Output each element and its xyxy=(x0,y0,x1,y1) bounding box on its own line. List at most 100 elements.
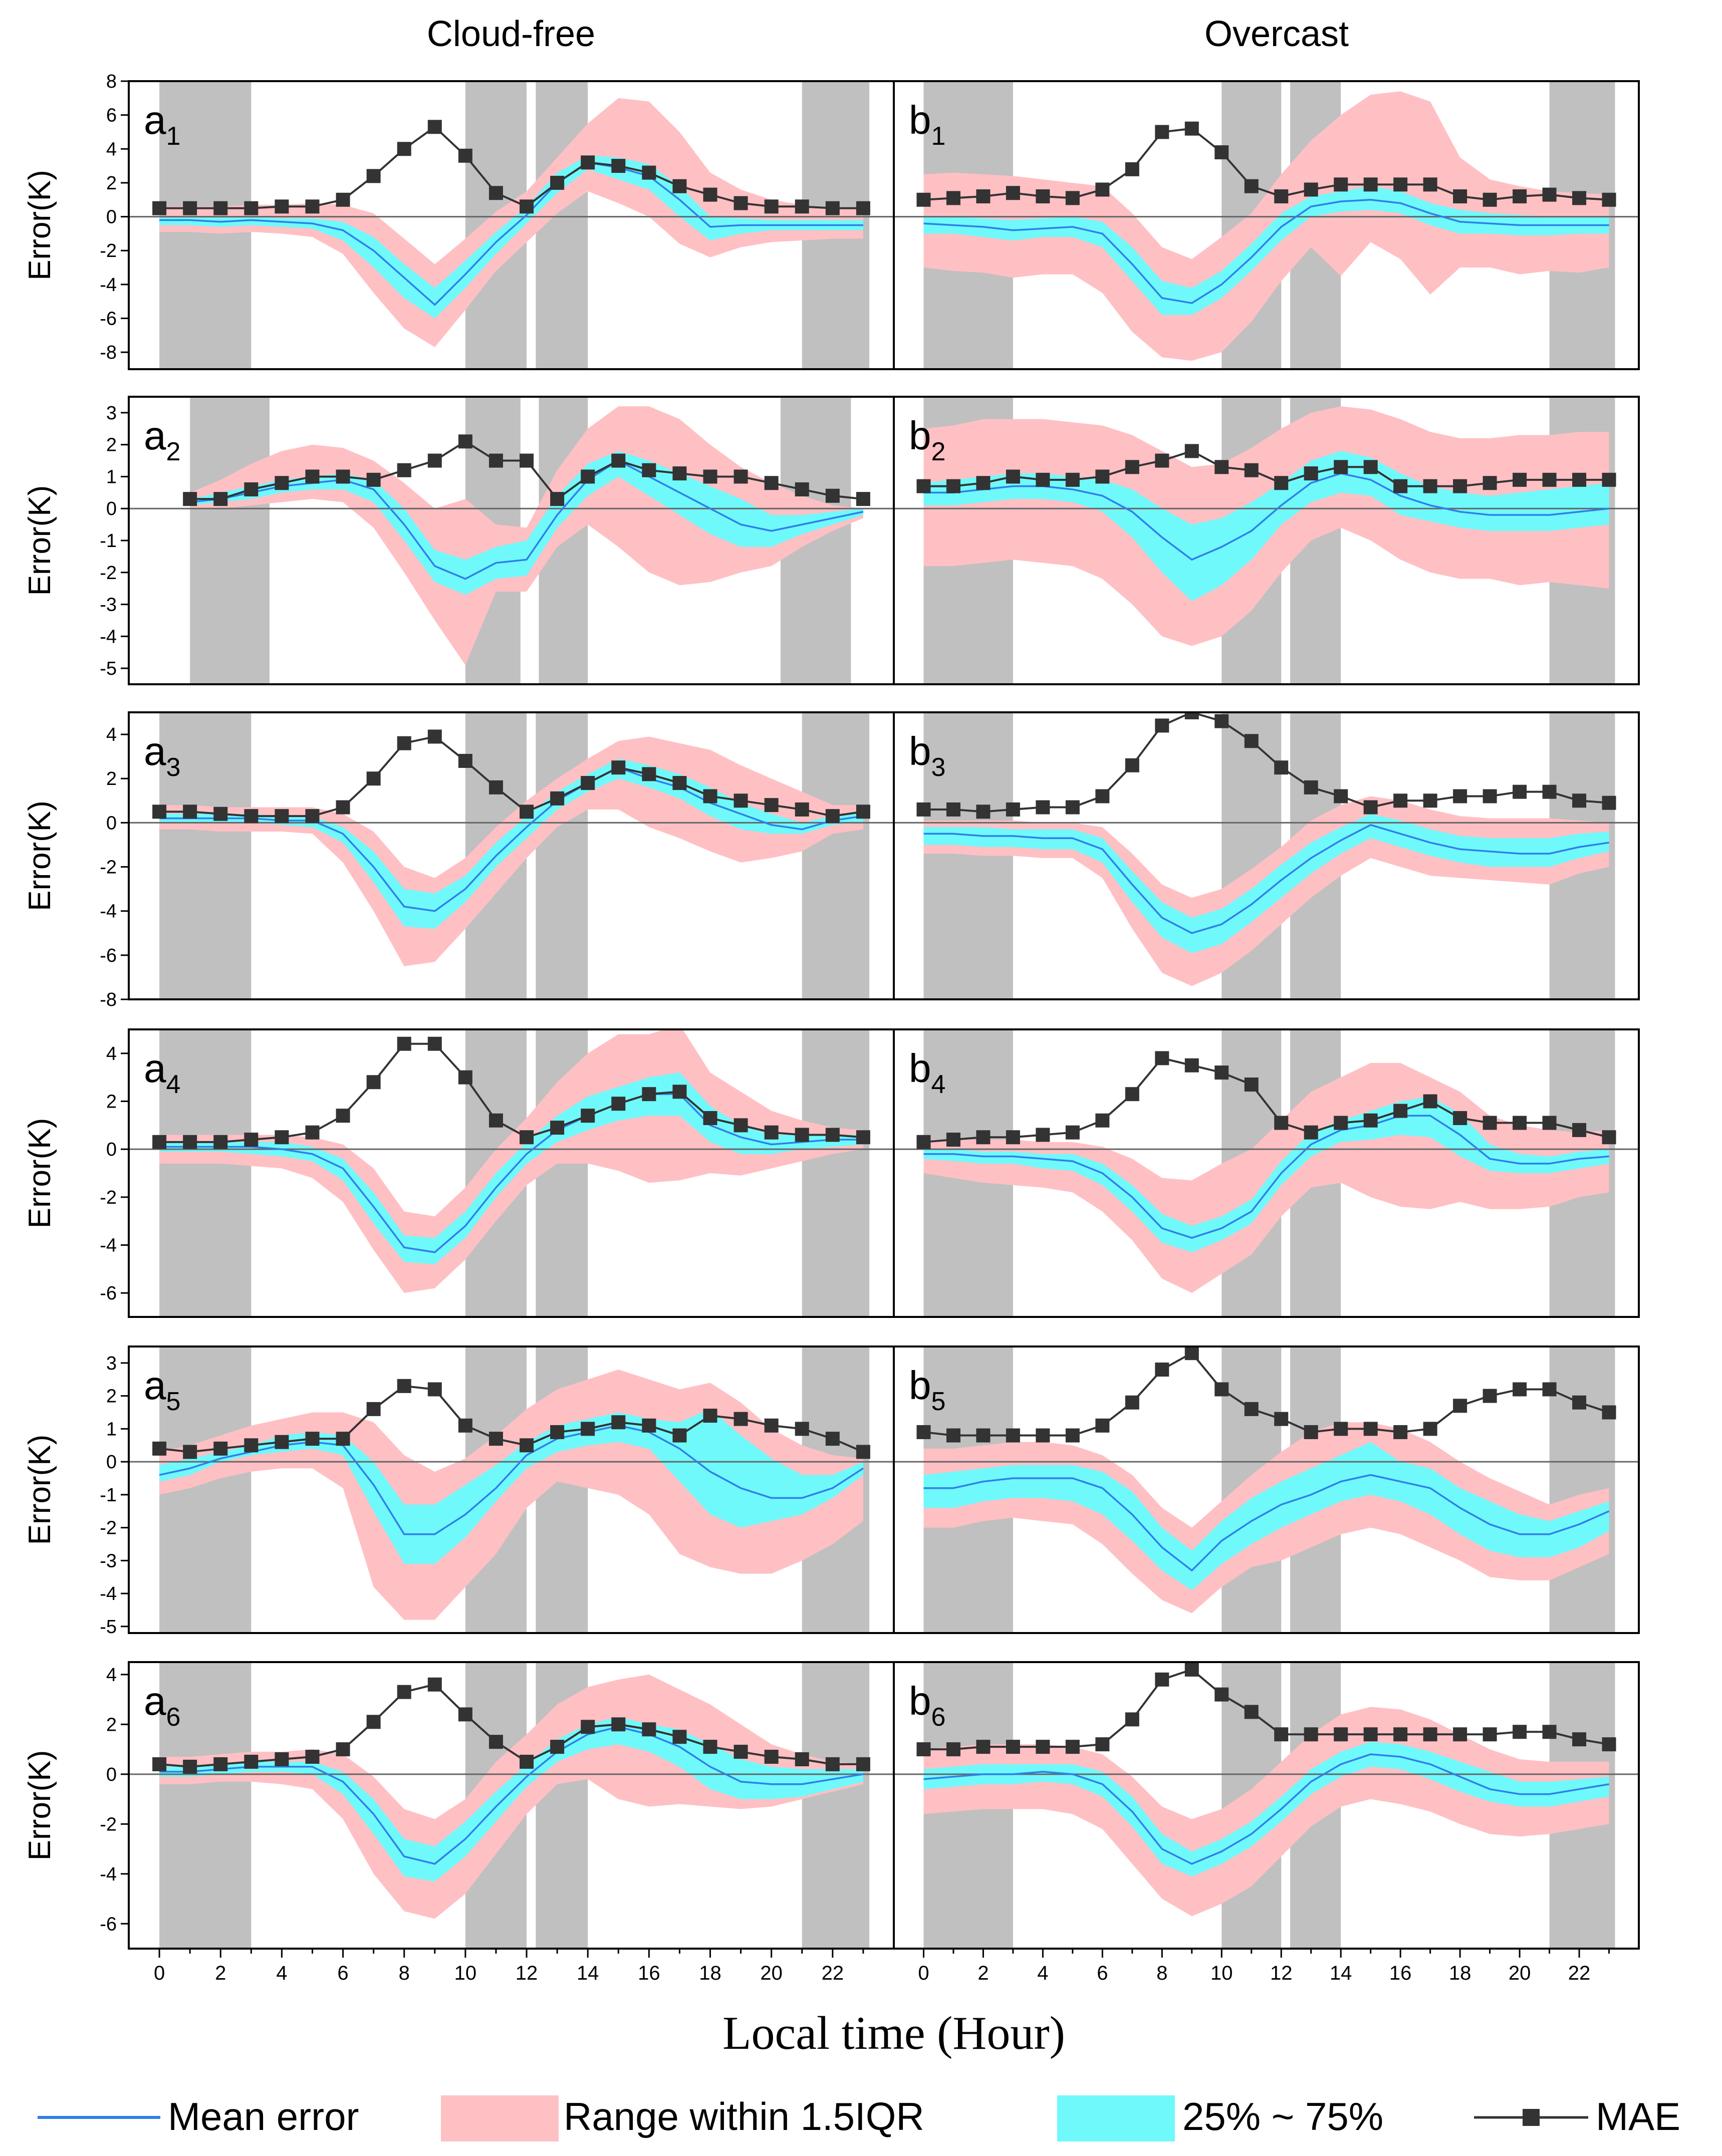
plot-area xyxy=(129,1662,894,1949)
mae-marker xyxy=(1363,1422,1378,1436)
mae-marker xyxy=(1155,718,1169,733)
mae-marker xyxy=(1006,1130,1020,1145)
mae-marker xyxy=(1274,189,1289,203)
panel-label-letter: b xyxy=(909,413,931,458)
mae-marker xyxy=(1065,800,1080,815)
x-tick-label: 8 xyxy=(399,1962,410,1984)
panel-b5: b5 xyxy=(893,1345,1640,1634)
quartile-band xyxy=(923,451,1609,602)
mae-marker xyxy=(825,488,840,503)
mae-marker xyxy=(305,1432,320,1446)
mae-marker xyxy=(1483,1116,1497,1130)
x-axis-label: Local time (Hour) xyxy=(722,2007,1065,2059)
mae-marker xyxy=(1602,1130,1616,1145)
mae-marker xyxy=(1334,1727,1348,1742)
mae-marker xyxy=(946,802,960,817)
mae-marker xyxy=(336,800,350,815)
mae-marker xyxy=(1036,800,1050,815)
mae-marker xyxy=(1155,1051,1169,1065)
quartile-band xyxy=(159,758,863,929)
quartile-band xyxy=(159,1409,863,1564)
mae-marker xyxy=(672,179,687,193)
y-tick-label: 6 xyxy=(106,105,117,126)
mae-marker xyxy=(976,476,991,490)
plot-area xyxy=(894,1029,1639,1317)
panel-frame xyxy=(893,711,1640,1000)
mae-marker xyxy=(946,1133,960,1147)
mae-marker xyxy=(856,1130,870,1145)
mae-marker xyxy=(733,1745,748,1759)
mae-marker xyxy=(1483,192,1497,207)
mae-marker xyxy=(581,155,595,170)
mae-marker xyxy=(305,1750,320,1764)
mae-marker xyxy=(976,1130,991,1145)
mae-marker xyxy=(488,1432,503,1446)
mae-marker xyxy=(305,199,320,214)
y-tick-label: 0 xyxy=(106,813,117,834)
mae-marker xyxy=(1095,182,1110,197)
quartile-band xyxy=(923,1442,1609,1590)
mae-marker xyxy=(825,1432,840,1446)
mae-marker xyxy=(550,791,565,805)
plot-area xyxy=(894,1346,1639,1633)
mae-marker xyxy=(856,201,870,215)
mae-marker xyxy=(213,806,228,821)
mae-marker xyxy=(1184,121,1199,136)
mean-error-line xyxy=(923,824,1609,934)
mae-marker xyxy=(1393,479,1408,493)
mae-marker xyxy=(916,1742,931,1757)
mae-marker xyxy=(488,1113,503,1128)
mae-marker xyxy=(1125,162,1139,176)
x-tick-label: 20 xyxy=(1509,1962,1531,1984)
mae-marker xyxy=(1572,1732,1587,1747)
mae-marker xyxy=(1184,1346,1199,1361)
mae-marker xyxy=(946,479,960,493)
mae-marker xyxy=(946,1742,960,1757)
y-tick-label: 2 xyxy=(106,768,117,789)
mae-marker xyxy=(520,1130,534,1145)
mae-marker xyxy=(336,1109,350,1123)
mae-marker xyxy=(275,1435,289,1449)
x-tick-label: 6 xyxy=(1097,1962,1108,1984)
mae-marker xyxy=(1244,179,1259,193)
quartile-band xyxy=(159,1717,863,1881)
y-tick-label: 4 xyxy=(106,1043,117,1064)
y-tick-label: 0 xyxy=(106,207,117,228)
mae-marker xyxy=(397,142,411,156)
x-tick-label: 12 xyxy=(1270,1962,1293,1984)
panel-label-letter: b xyxy=(909,1679,931,1723)
mae-marker xyxy=(1006,1740,1020,1754)
y-tick-label: 0 xyxy=(106,1764,117,1785)
mae-marker xyxy=(397,1379,411,1393)
mae-marker xyxy=(976,189,991,203)
mae-marker xyxy=(366,1402,381,1416)
mae-marker xyxy=(733,196,748,210)
mean-error-line xyxy=(159,1726,864,1865)
panel-b2: b2 xyxy=(893,396,1640,685)
mae-marker xyxy=(427,453,442,468)
mae-marker xyxy=(213,1757,228,1771)
mae-marker xyxy=(1274,760,1289,775)
mae-marker xyxy=(1542,784,1557,799)
panel-b1: b1 xyxy=(893,80,1640,370)
mae-marker xyxy=(1125,1087,1139,1102)
mae-marker xyxy=(611,1415,626,1430)
plot-area xyxy=(894,1662,1639,1949)
mae-marker xyxy=(305,809,320,824)
plot-area xyxy=(894,81,1639,369)
mae-marker xyxy=(1244,463,1259,477)
x-tick-label: 16 xyxy=(638,1962,660,1984)
mae-marker xyxy=(1483,1727,1497,1742)
panel-frame xyxy=(893,1661,1640,1950)
mae-marker xyxy=(1244,734,1259,748)
y-tick-label: -4 xyxy=(100,1235,117,1256)
quartile-band xyxy=(159,1072,863,1264)
mae-marker xyxy=(488,1735,503,1749)
shaded-hours-bar xyxy=(802,712,870,999)
shaded-hours-bar xyxy=(802,1029,870,1317)
panel-label-letter: a xyxy=(144,98,166,142)
x-tick-label: 22 xyxy=(822,1962,844,1984)
plot-area xyxy=(129,712,894,999)
mae-marker xyxy=(1542,1382,1557,1397)
